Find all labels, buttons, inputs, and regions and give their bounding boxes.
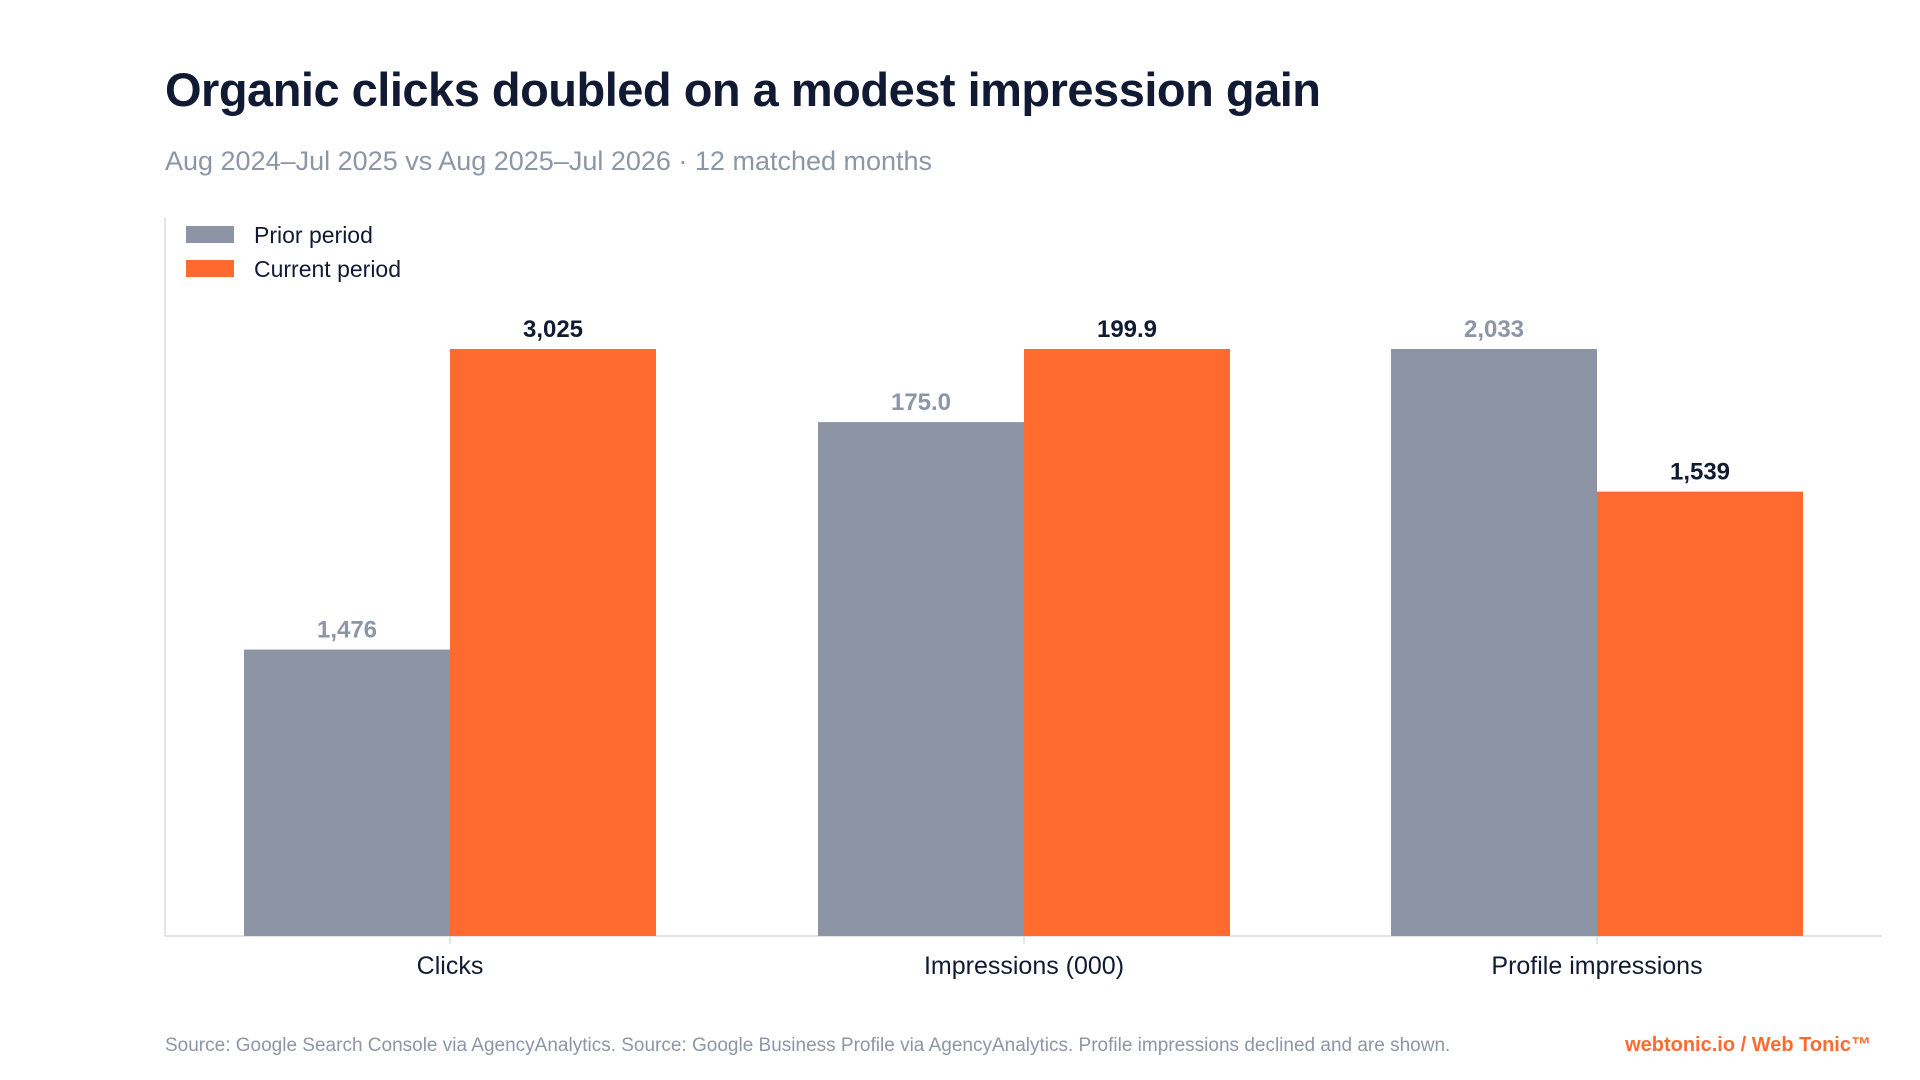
data-label-current-2: 1,539 (1670, 459, 1730, 486)
data-label-current-1: 199.9 (1097, 316, 1157, 343)
x-tick-label-0: Clicks (417, 952, 484, 980)
source-note: Source: Google Search Console via Agency… (165, 1035, 1451, 1056)
bar-current-2 (1597, 491, 1803, 936)
bar-prior-1 (818, 422, 1024, 937)
bar-prior-0 (244, 649, 450, 936)
legend-label-current: Current period (254, 256, 401, 282)
bar-prior-2 (1391, 349, 1597, 936)
legend-label-prior: Prior period (254, 222, 373, 248)
brand-link[interactable]: webtonic.io / Web Tonic™ (1625, 1034, 1871, 1056)
data-label-prior-2: 2,033 (1464, 316, 1524, 343)
legend-swatch-current (186, 260, 234, 277)
data-label-prior-0: 1,476 (317, 617, 377, 644)
chart-title: Organic clicks doubled on a modest impre… (165, 63, 1321, 116)
legend-swatch-prior (186, 226, 234, 243)
bar-current-0 (450, 349, 656, 936)
x-tick-label-1: Impressions (000) (924, 952, 1124, 980)
data-label-current-0: 3,025 (523, 316, 583, 343)
data-label-prior-1: 175.0 (891, 389, 951, 416)
x-tick-label-2: Profile impressions (1491, 952, 1702, 980)
bar-current-1 (1024, 349, 1230, 936)
chart-subtitle: Aug 2024–Jul 2025 vs Aug 2025–Jul 2026 ·… (165, 146, 933, 176)
